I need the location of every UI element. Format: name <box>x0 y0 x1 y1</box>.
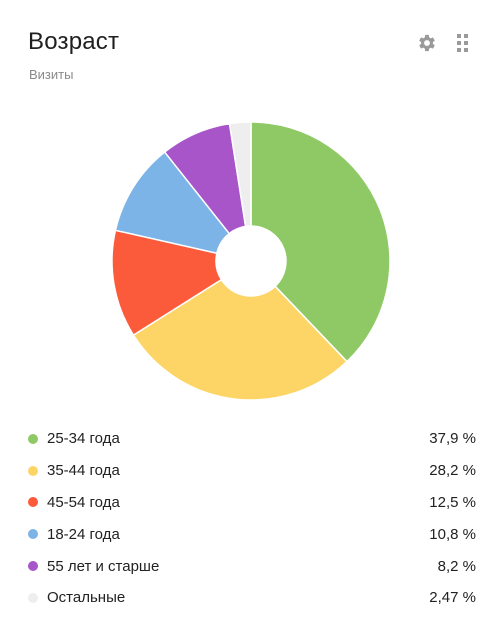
legend-item-other[interactable]: Остальные 2,47 % <box>28 582 476 614</box>
legend-dot <box>28 561 38 572</box>
legend-label: 25-34 года <box>47 430 120 448</box>
legend-label: 55 лет и старше <box>47 557 160 575</box>
legend-value: 10,8 % <box>429 525 476 543</box>
legend-label: 35-44 года <box>47 462 120 480</box>
donut-svg <box>111 121 391 401</box>
age-donut-chart <box>110 120 392 402</box>
chart-legend: 25-34 года 37,9 % 35-44 года 28,2 % 45-5… <box>28 423 476 614</box>
legend-item-25-34[interactable]: 25-34 года 37,9 % <box>28 423 476 455</box>
legend-label: 45-54 года <box>47 493 120 511</box>
legend-label: 18-24 года <box>47 525 120 543</box>
drag-handle-icon <box>457 34 468 52</box>
donut-slice-25-34[interactable] <box>250 121 391 363</box>
legend-value: 37,9 % <box>429 430 476 448</box>
legend-item-55-plus[interactable]: 55 лет и старше 8,2 % <box>28 550 476 582</box>
legend-value: 8,2 % <box>437 557 476 575</box>
legend-value: 2,47 % <box>429 589 476 607</box>
legend-value: 28,2 % <box>429 462 476 480</box>
donut-slice-35-44[interactable] <box>132 278 349 401</box>
gear-icon <box>419 34 435 52</box>
widget-title: Возраст <box>28 28 120 55</box>
widget-toolbar <box>416 32 474 54</box>
legend-label: Остальные <box>47 589 126 607</box>
legend-item-35-44[interactable]: 35-44 года 28,2 % <box>28 455 476 487</box>
donut-slice-other[interactable] <box>228 121 252 228</box>
legend-item-18-24[interactable]: 18-24 года 10,8 % <box>28 518 476 550</box>
legend-dot <box>28 592 38 603</box>
settings-button[interactable] <box>416 32 438 54</box>
legend-dot <box>28 465 38 476</box>
legend-dot <box>28 529 38 540</box>
widget-subtitle: Визиты <box>29 67 74 82</box>
legend-value: 12,5 % <box>429 493 476 511</box>
donut-slice-45-54[interactable] <box>111 229 223 337</box>
drag-handle-button[interactable] <box>452 32 474 54</box>
legend-dot <box>28 497 38 508</box>
legend-item-45-54[interactable]: 45-54 года 12,5 % <box>28 487 476 519</box>
donut-slice-18-24[interactable] <box>114 150 231 255</box>
legend-dot <box>28 433 38 444</box>
